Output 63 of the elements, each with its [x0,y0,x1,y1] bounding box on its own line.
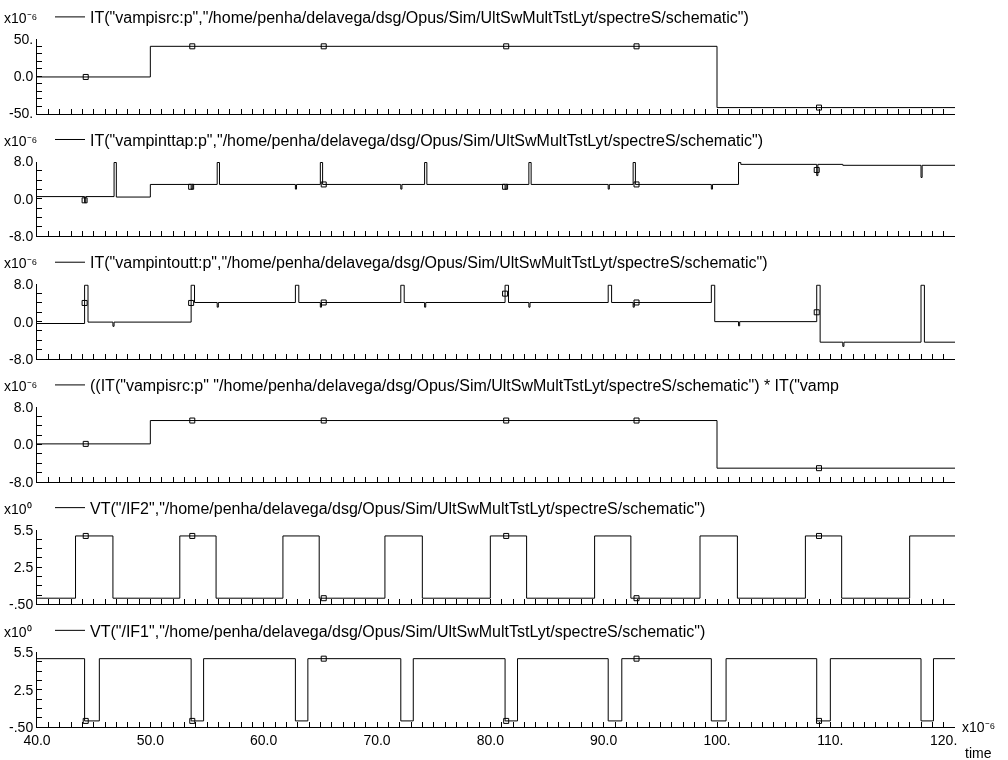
point [503,417,510,424]
y-tick-label: 5.5 [13,521,34,538]
legend-label: VT("/IF1","/home/penha/delavega/dsg/Opus/Sim/UltSwMultTstLyt/spectreS/schematic") [90,622,706,640]
y-tick-label: -8.0 [9,350,34,367]
y-tick-label: 0.0 [13,68,34,85]
x-tick-label: 80.0 [476,731,505,748]
point [81,299,88,306]
x-tick-label: 90.0 [590,731,618,748]
y-axis-title: x10⁻⁶ [4,378,38,394]
x-axis-title: time [965,745,992,760]
legend-label: IT("vampisrc:p","/home/penha/delavega/dsg/Opus/Sim/UltSwMultTstLyt/spectreS/schematic") [90,9,749,27]
point [813,309,820,316]
y-axis-title: x10⁰ [4,501,32,517]
point [633,299,640,306]
point [503,43,510,50]
y-tick-label: 0.0 [13,190,34,207]
legend-label: VT("/IF2","/home/penha/delavega/dsg/Opus/Sim/UltSwMultTstLyt/spectreS/schematic") [90,499,706,517]
point [320,181,327,188]
x-tick-label: 60.0 [250,731,278,748]
y-tick-label: -8.0 [9,228,34,245]
y-tick-label: 50. [13,30,34,47]
point [816,104,822,111]
y-tick-label: 0.0 [13,313,34,330]
x-tick-label: 110. [817,731,844,748]
x-tick-label: 100. [703,731,731,748]
y-tick-label: 0.0 [13,436,34,453]
point [633,181,640,188]
y-tick-label: -50. [9,105,34,122]
legend-label: IT("vampintoutt:p","/home/penha/delavega/dsg/Opus/Sim/UltSwMultTstLyt/spectreS/schematic") [90,254,768,272]
point [816,465,822,472]
y-tick-label: 8.0 [13,398,34,415]
point [82,73,89,80]
point [320,43,327,50]
y-tick-label: -.50 [9,596,34,613]
y-tick-label: 8.0 [13,276,34,293]
point [320,299,327,306]
text: x10⁻⁶ [962,719,996,735]
point [82,440,89,447]
y-axis-title: x10⁻⁶ [4,255,38,271]
y-tick-label: -8.0 [9,473,34,490]
point [189,417,196,424]
y-axis-title: x10⁰ [4,624,32,640]
x-tick-label: 70.0 [363,731,391,748]
point [813,166,820,173]
point [633,43,640,50]
legend-label: ((IT("vampisrc:p" "/home/penha/delavega/dsg/Opus/Sim/UltSwMultTstLyt/spectreS/schematic") * IT("vamp [90,377,840,395]
legend-label: IT("vampinttap:p","/home/penha/delavega/dsg/Opus/Sim/UltSwMultTstLyt/spectreS/schematic") [90,131,764,149]
point [633,417,640,424]
point [81,197,88,204]
point [189,43,196,50]
point [188,183,195,190]
point [502,290,509,297]
point [502,183,509,190]
point [320,417,327,424]
y-tick-label: 2.5 [13,681,34,698]
point [188,299,195,306]
x-tick-label: 50.0 [136,731,165,748]
y-axis-title: x10⁻⁶ [4,10,38,26]
y-tick-label: 8.0 [13,153,34,170]
x-tick-label: 120. [930,731,958,748]
y-tick-label: 2.5 [13,558,34,575]
y-tick-label: 5.5 [13,644,34,661]
y-axis-title: x10⁻⁶ [4,133,38,149]
